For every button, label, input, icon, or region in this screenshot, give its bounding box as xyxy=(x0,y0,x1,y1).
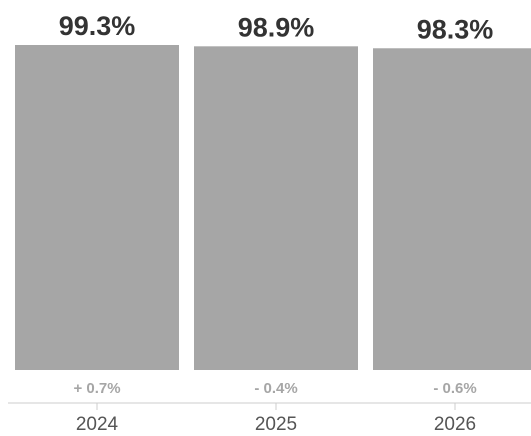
bar-2026 xyxy=(373,48,531,370)
change-label-2025: - 0.4% xyxy=(254,380,297,397)
change-label-2026: - 0.6% xyxy=(433,380,476,397)
bar-2025 xyxy=(194,46,358,370)
value-label-2024: 99.3% xyxy=(59,11,136,41)
x-tick-label-2025: 2025 xyxy=(255,414,297,435)
x-tick-label-2024: 2024 xyxy=(76,414,119,435)
x-axis-ticks-group xyxy=(96,403,456,410)
change-label-2024: + 0.7% xyxy=(73,380,120,397)
value-labels-group: 99.3% 98.9% 98.3% xyxy=(59,11,494,44)
value-label-2025: 98.9% xyxy=(238,12,315,42)
value-label-2026: 98.3% xyxy=(417,14,494,44)
x-axis-tick-labels-group: 2024 2025 2026 xyxy=(76,414,476,435)
bar-2024 xyxy=(15,45,179,370)
bars-group xyxy=(15,45,531,370)
x-tick-label-2026: 2026 xyxy=(434,414,476,435)
change-labels-group: + 0.7% - 0.4% - 0.6% xyxy=(73,380,476,397)
